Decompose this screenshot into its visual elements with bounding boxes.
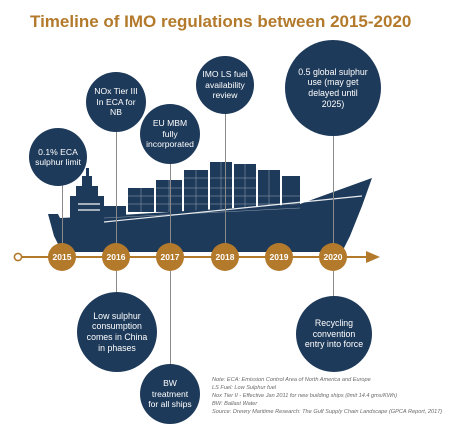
year-marker-2016: 2016 <box>102 243 130 271</box>
year-marker-2015: 2015 <box>48 243 76 271</box>
event-bubble-eu-mbm: EU MBM fully incorporated <box>140 104 200 164</box>
note-line: Note: ECA: Emission Control Area of Nort… <box>212 377 371 383</box>
event-bubble-bw-treatment: BW treatment for all ships <box>140 364 200 424</box>
footnotes: Note: ECA: Emission Control Area of Nort… <box>212 377 472 417</box>
event-bubble-recycling-convention: Recycling convention entry into force <box>296 296 372 372</box>
connector-2020-up <box>333 130 334 244</box>
event-bubble-eca-sulphur: 0.1% ECA sulphur limit <box>29 128 87 186</box>
note-line: BW: Ballast Water <box>212 400 258 407</box>
connector-2020-down <box>333 271 334 299</box>
connector-2017-down <box>170 271 171 367</box>
note-line: LS Fuel: Low Sulphur fuel <box>212 384 277 391</box>
event-bubble-nox-tier-iii: NOx Tier III In ECA for NB <box>86 72 146 132</box>
event-text: BW treatment for all ships <box>148 378 192 410</box>
event-text: NOx Tier III In ECA for NB <box>94 86 138 118</box>
event-text: 0.5 global sulphur use (may get delayed … <box>298 66 368 109</box>
event-text: Low sulphur consumption comes in China i… <box>86 310 148 353</box>
year-marker-2019: 2019 <box>265 243 293 271</box>
event-text: IMO LS fuel availability review <box>202 69 248 101</box>
page-title: Timeline of IMO regulations between 2015… <box>30 12 412 31</box>
note-line: Nox Tier II - Effective Jan 2011 for new… <box>212 392 398 399</box>
note-line: Source: Drewry Maritime Research: The Gu… <box>212 408 443 415</box>
event-bubble-imo-ls-fuel: IMO LS fuel availability review <box>196 56 254 114</box>
event-text: EU MBM fully incorporated <box>146 118 194 150</box>
year-marker-2018: 2018 <box>211 243 239 271</box>
connector-2016-down <box>116 271 117 293</box>
year-marker-2020: 2020 <box>319 243 347 271</box>
connector-2017-up <box>170 152 171 244</box>
connector-2016-up <box>116 128 117 244</box>
connector-2018-up <box>225 110 226 244</box>
year-marker-2017: 2017 <box>156 243 184 271</box>
event-bubble-global-sulphur: 0.5 global sulphur use (may get delayed … <box>285 40 381 136</box>
connector-2015-up <box>62 182 63 244</box>
event-bubble-china-low-sulphur: Low sulphur consumption comes in China i… <box>77 292 157 372</box>
event-text: Recycling convention entry into force <box>304 317 364 350</box>
event-text: 0.1% ECA sulphur limit <box>35 146 81 167</box>
